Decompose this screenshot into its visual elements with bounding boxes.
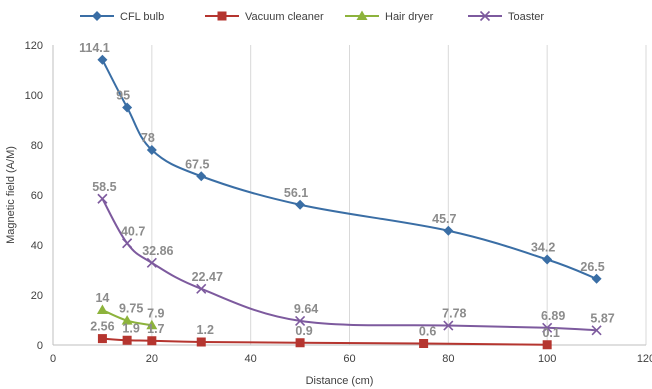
- legend-item: Vacuum cleaner: [205, 11, 324, 23]
- data-label: 67.5: [185, 157, 209, 171]
- data-label: 7.78: [442, 307, 466, 321]
- x-tick-label: 120: [637, 353, 652, 365]
- data-label: 45.7: [432, 212, 456, 226]
- x-axis-title: Distance (cm): [306, 375, 374, 387]
- data-label: 2.56: [90, 320, 114, 334]
- data-point: [295, 315, 306, 326]
- series-toaster: [97, 193, 602, 336]
- data-point: [147, 336, 157, 346]
- data-point: [121, 315, 133, 325]
- data-label: 7.9: [147, 306, 164, 320]
- x-tick-label: 0: [50, 353, 56, 365]
- data-labels-layer: 114.1 95 78 67.5 56.1 45.7 34.2 26.5 2.56 1.9 1.7 1…: [79, 41, 615, 340]
- y-tick-label: 0: [37, 340, 43, 352]
- data-point: [591, 273, 602, 284]
- data-point: [122, 335, 132, 345]
- data-label: 0.1: [542, 326, 559, 340]
- data-label: 0.6: [419, 325, 436, 339]
- data-point: [295, 199, 306, 210]
- data-point: [443, 320, 454, 331]
- legend-label: Vacuum cleaner: [245, 11, 324, 23]
- data-point: [146, 257, 157, 268]
- y-tick-label: 20: [31, 290, 43, 302]
- data-point: [542, 322, 553, 333]
- series-layer: [96, 54, 602, 350]
- x-tick-label: 40: [245, 353, 257, 365]
- data-label: 9.75: [119, 302, 143, 316]
- data-label: 26.5: [580, 260, 604, 274]
- legend-marker: [217, 11, 227, 21]
- series-cfl-bulb: [97, 54, 602, 284]
- data-point: [295, 338, 305, 348]
- data-point: [542, 254, 553, 265]
- x-tick-labels: 0 20 40 60 80 100 120: [50, 353, 652, 365]
- data-label: 56.1: [284, 186, 308, 200]
- series-hair-dryer: [96, 304, 158, 330]
- legend-marker: [356, 10, 368, 20]
- legend: CFL bulb Vacuum cleaner Hair dryer Toaster: [80, 10, 544, 23]
- series-line: [101, 198, 597, 332]
- data-label: 34.2: [531, 241, 555, 255]
- legend-item: Toaster: [468, 10, 544, 23]
- x-tick-label: 60: [343, 353, 355, 365]
- data-point: [97, 334, 107, 344]
- data-point: [196, 283, 207, 294]
- data-label: 114.1: [79, 41, 110, 55]
- y-axis-title: Magnetic field (A/M): [5, 146, 17, 244]
- legend-marker: [92, 11, 102, 21]
- series-line: [102, 337, 548, 346]
- y-tick-label: 100: [25, 90, 43, 102]
- data-label: 5.87: [590, 311, 614, 325]
- series-vacuum-cleaner: [97, 334, 552, 350]
- data-label: 1.9: [122, 321, 139, 335]
- data-label: 58.5: [92, 180, 116, 194]
- legend-label: Hair dryer: [385, 11, 434, 23]
- data-label: 9.64: [294, 302, 318, 316]
- y-tick-label: 40: [31, 240, 43, 252]
- data-point: [97, 193, 108, 204]
- data-point: [122, 238, 133, 249]
- legend-item: CFL bulb: [80, 11, 164, 23]
- data-label: 1.7: [147, 322, 164, 336]
- y-tick-label: 60: [31, 190, 43, 202]
- series-line: [101, 59, 597, 280]
- data-point: [97, 54, 108, 65]
- legend-marker: [479, 10, 491, 22]
- data-point: [146, 145, 157, 155]
- vertical-gridlines: [151, 45, 647, 345]
- data-point: [122, 102, 133, 113]
- legend-label: CFL bulb: [120, 11, 164, 23]
- x-tick-label: 80: [442, 353, 454, 365]
- y-tick-label: 80: [31, 140, 43, 152]
- data-point: [196, 171, 207, 182]
- data-label: 6.89: [541, 309, 565, 323]
- data-point: [443, 225, 454, 236]
- data-label: 78: [141, 131, 155, 145]
- y-tick-labels: 0 20 40 60 80 100 120: [25, 40, 43, 352]
- data-point: [96, 304, 108, 314]
- data-point: [542, 340, 552, 350]
- data-point: [419, 339, 429, 348]
- data-label: 32.86: [142, 244, 173, 258]
- data-point: [196, 337, 206, 347]
- data-label: 0.9: [295, 324, 312, 338]
- data-point: [146, 319, 158, 330]
- legend-item: Hair dryer: [345, 10, 434, 23]
- legend-label: Toaster: [508, 11, 544, 23]
- data-label: 40.7: [121, 224, 145, 238]
- x-tick-label: 100: [538, 353, 556, 365]
- data-label: 14: [95, 291, 109, 305]
- data-point: [591, 325, 602, 336]
- data-label: 95: [116, 89, 130, 103]
- data-label: 22.47: [192, 270, 223, 284]
- data-label: 1.2: [197, 323, 214, 337]
- x-tick-label: 20: [146, 353, 158, 365]
- y-tick-label: 120: [25, 40, 43, 52]
